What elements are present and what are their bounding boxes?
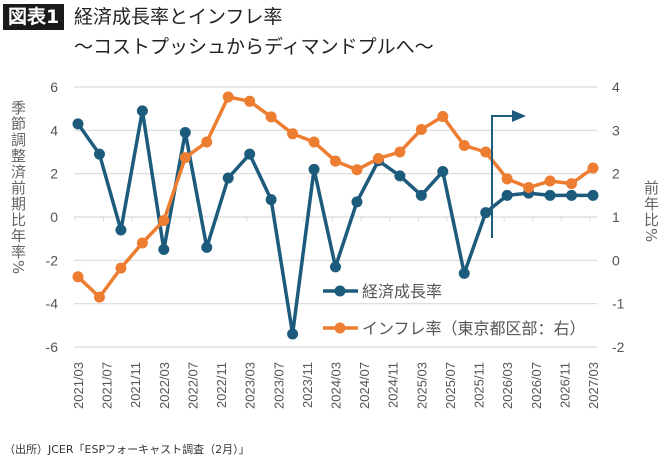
data-point [587,162,599,174]
chart-title: 経済成長率とインフレ率 [74,6,283,28]
data-point [351,196,363,208]
x-tick-label: 2025/03 [414,362,429,409]
data-point [244,95,256,107]
data-point [458,140,470,151]
data-point [544,189,556,201]
data-point [72,118,84,130]
x-tick-label: 2025/11 [472,362,487,408]
data-point [415,123,427,135]
x-tick-label: 2022/07 [185,362,200,409]
data-point [480,207,492,219]
right-tick-label: 3 [612,122,620,138]
left-tick-label: -2 [46,252,59,268]
data-point [308,163,320,175]
data-point [330,155,341,167]
data-point [351,164,363,176]
forecast-arrow-head [512,110,526,122]
data-point [265,194,277,206]
data-point [136,105,148,117]
series-line-0 [76,109,593,336]
x-tick-label: 2021/03 [71,362,86,409]
data-point [394,146,406,158]
data-point [201,241,213,253]
figure-badge: 図表1 [3,4,65,30]
legend-label: インフレ率（東京都区部：右） [362,319,586,338]
left-tick-label: 4 [50,122,58,138]
data-point [222,91,234,103]
x-tick-label: 2026/07 [529,362,544,409]
data-point [501,189,513,201]
data-point [437,110,449,122]
forecast-arrow-line [491,115,514,238]
x-tick-label: 2021/07 [100,362,115,409]
data-point [244,148,256,160]
data-point [158,244,170,255]
data-point [179,152,191,164]
source-note: （出所）JCER「ESPフォーキャスト調査（2月）」 [4,443,250,456]
data-point [136,237,148,249]
right-tick-label: -2 [612,339,625,355]
data-point [93,148,105,160]
data-point [115,262,127,274]
x-tick-label: 2022/03 [157,362,172,409]
legend-marker [334,322,346,334]
data-point [394,170,406,182]
left-tick-label: 6 [50,79,58,95]
data-point [437,166,449,177]
right-axis-title: 前年比% [642,180,660,244]
legend-marker [334,285,346,297]
data-point [330,261,341,273]
left-axis-title: 季節調整済前期比年率% [9,100,27,276]
right-tick-label: 4 [612,79,620,95]
data-point [523,182,535,194]
data-point [222,172,234,184]
right-tick-label: -1 [612,296,625,312]
data-point [372,153,384,164]
x-tick-label: 2023/11 [300,362,315,408]
data-point [287,328,299,340]
data-point [93,291,105,303]
data-point [265,111,277,123]
x-tick-label: 2026/03 [500,362,515,409]
x-tick-label: 2024/11 [386,362,401,408]
right-tick-label: 1 [612,209,620,225]
data-point [115,224,127,236]
x-tick-label: 2024/03 [329,362,344,409]
data-point [287,128,299,140]
left-tick-label: 0 [50,209,58,225]
data-point [587,189,599,201]
x-tick-label: 2025/07 [443,362,458,409]
data-point [566,178,578,190]
data-point [201,136,213,148]
data-point [308,136,320,148]
x-tick-label: 2027/03 [586,362,601,409]
x-tick-label: 2022/11 [214,362,229,408]
x-tick-label: 2026/11 [557,362,572,408]
right-tick-label: 2 [612,166,620,182]
left-tick-label: -6 [46,339,59,355]
data-point [544,175,556,187]
data-point [158,214,170,226]
x-tick-label: 2023/07 [271,362,286,409]
data-point [179,127,191,138]
data-point [458,267,470,279]
right-tick-label: 0 [612,252,620,268]
data-point [72,271,84,283]
data-point [415,189,427,201]
data-point [566,189,578,201]
data-point [501,173,513,185]
left-tick-label: -4 [46,296,59,312]
x-tick-label: 2021/11 [128,362,143,408]
legend-label: 経済成長率 [362,282,442,301]
data-point [480,146,492,158]
x-tick-label: 2024/07 [357,362,372,409]
left-tick-label: 2 [50,166,58,182]
x-tick-label: 2023/03 [243,362,258,409]
chart-subtitle: ～コストプッシュからディマンドプルへ～ [74,36,434,58]
